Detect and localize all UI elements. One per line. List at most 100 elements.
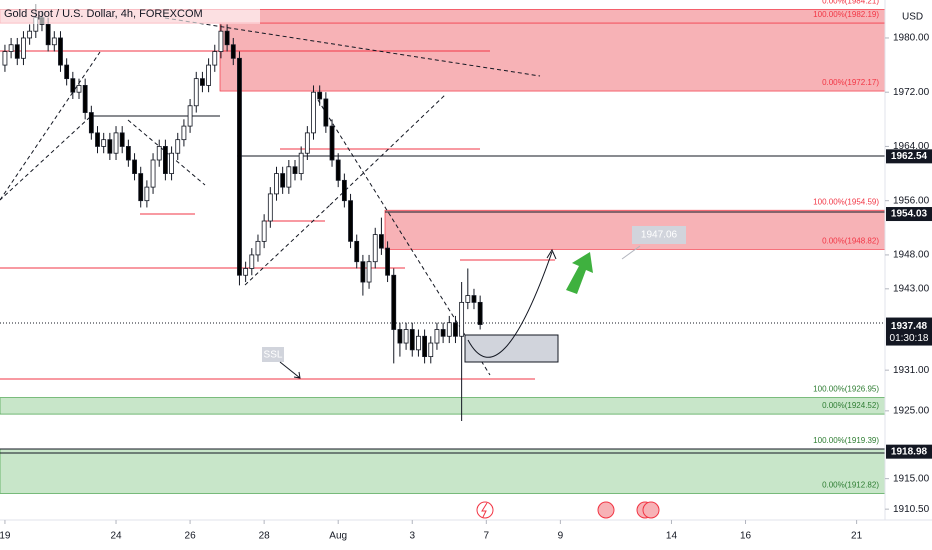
candle-body — [27, 30, 33, 39]
candle-body — [230, 44, 236, 59]
zone — [219, 22, 886, 92]
green-arrow — [566, 252, 593, 294]
zone-label: 0.00%(1972.17) — [822, 78, 879, 87]
countdown-label: 01:30:18 — [890, 333, 929, 344]
x-tick-label: 3 — [409, 531, 415, 542]
candle-body — [58, 37, 63, 66]
candle-body — [14, 44, 20, 59]
zone-label: 0.00%(1948.82) — [822, 236, 879, 245]
candle-body — [434, 329, 440, 344]
candle-body — [255, 240, 261, 256]
candle-body — [200, 78, 205, 86]
red-levels — [0, 50, 555, 380]
zone-label: 0.00%(1984.21) — [822, 0, 879, 6]
candle-body — [329, 125, 335, 161]
target-box — [464, 334, 559, 363]
candle-body — [317, 91, 323, 100]
price-badge — [886, 207, 932, 222]
candle-body — [335, 159, 341, 181]
zone-label: 100.00%(1926.95) — [813, 385, 879, 394]
y-tick-label: 1925.00 — [893, 405, 930, 416]
candle-body — [372, 234, 378, 263]
x-tick-label: 7 — [484, 531, 490, 542]
candle-body — [274, 173, 279, 195]
candle-body — [212, 51, 218, 66]
candle-body — [298, 152, 304, 174]
price-note-box — [632, 226, 686, 244]
ssl-label: SSL — [264, 350, 283, 361]
candle-body — [138, 173, 144, 202]
y-tick-label: 1948.00 — [893, 250, 930, 261]
candle-body — [304, 132, 310, 154]
title-backdrop — [0, 0, 260, 24]
zone-label: 100.00%(1954.59) — [813, 197, 879, 206]
candle-body — [237, 57, 242, 276]
candle-body — [156, 146, 162, 161]
candle-body — [397, 329, 403, 344]
price-badge — [886, 149, 932, 164]
candle-body — [224, 30, 230, 46]
candle-body — [416, 335, 421, 351]
y-tick-label: 1915.00 — [893, 473, 930, 484]
candle-body — [206, 64, 211, 86]
candle-body — [292, 166, 298, 174]
candle-body — [409, 329, 415, 351]
candle-body — [169, 152, 174, 174]
candle-body — [428, 342, 434, 358]
curve-arrowhead — [546, 248, 557, 260]
price-badge-label: 1918.98 — [891, 446, 928, 457]
candle-body — [113, 132, 119, 154]
y-tick-label: 1956.00 — [893, 195, 930, 206]
candle-body — [465, 295, 471, 303]
price-badge-label: 1937.48 — [891, 321, 928, 332]
y-tick-label: 1972.00 — [893, 87, 930, 98]
candle-body — [280, 173, 286, 188]
candle-body — [385, 247, 390, 276]
x-tick-label: 21 — [851, 531, 863, 542]
candle-body — [181, 125, 187, 141]
event-icons — [476, 501, 660, 519]
candle-body — [132, 159, 137, 174]
candle-body — [379, 234, 384, 249]
candle-body — [323, 98, 329, 127]
price-axis — [885, 0, 932, 550]
x-tick-label: Aug — [329, 531, 347, 542]
x-tick-label: 9 — [558, 531, 564, 542]
zone-label: 100.00%(1919.39) — [813, 436, 879, 445]
candle-body — [440, 329, 446, 337]
candle-body — [354, 240, 360, 263]
candle-body — [422, 335, 428, 358]
candle-body — [471, 295, 477, 303]
y-tick-label: 1943.00 — [893, 283, 930, 294]
zone-label: 0.00%(1924.52) — [822, 401, 879, 410]
x-tick-label: 28 — [259, 531, 271, 542]
drawings — [0, 17, 885, 454]
candle-body — [175, 139, 181, 154]
price-badge — [886, 444, 932, 459]
candle-body — [366, 261, 372, 283]
candle-body — [341, 179, 347, 202]
price-note: 1947.06 — [641, 230, 678, 241]
candle-body — [45, 24, 51, 46]
y-tick-label: 1910.50 — [893, 504, 930, 515]
candle-body — [162, 146, 168, 174]
price-badge-label: 1962.54 — [891, 151, 928, 162]
candle-body — [125, 146, 131, 161]
candle-body — [21, 37, 26, 59]
x-tick-label: 24 — [110, 531, 122, 542]
candle-body — [446, 322, 452, 337]
ssl-arrow — [279, 361, 301, 379]
candle-body — [82, 85, 88, 113]
candle-body — [477, 301, 483, 325]
candle-body — [88, 112, 94, 134]
price-badge-label: 1954.03 — [891, 209, 928, 220]
candle-body — [144, 186, 150, 202]
x-tick-label: 16 — [740, 531, 752, 542]
chart-title: Gold Spot / U.S. Dollar, 4h, FOREXCOM — [4, 8, 203, 20]
zone-label: 0.00%(1912.82) — [822, 481, 879, 490]
candle-body — [267, 193, 273, 222]
candle-body — [76, 85, 82, 93]
x-tick-label: 19 — [0, 531, 11, 542]
price-badge — [886, 319, 932, 334]
